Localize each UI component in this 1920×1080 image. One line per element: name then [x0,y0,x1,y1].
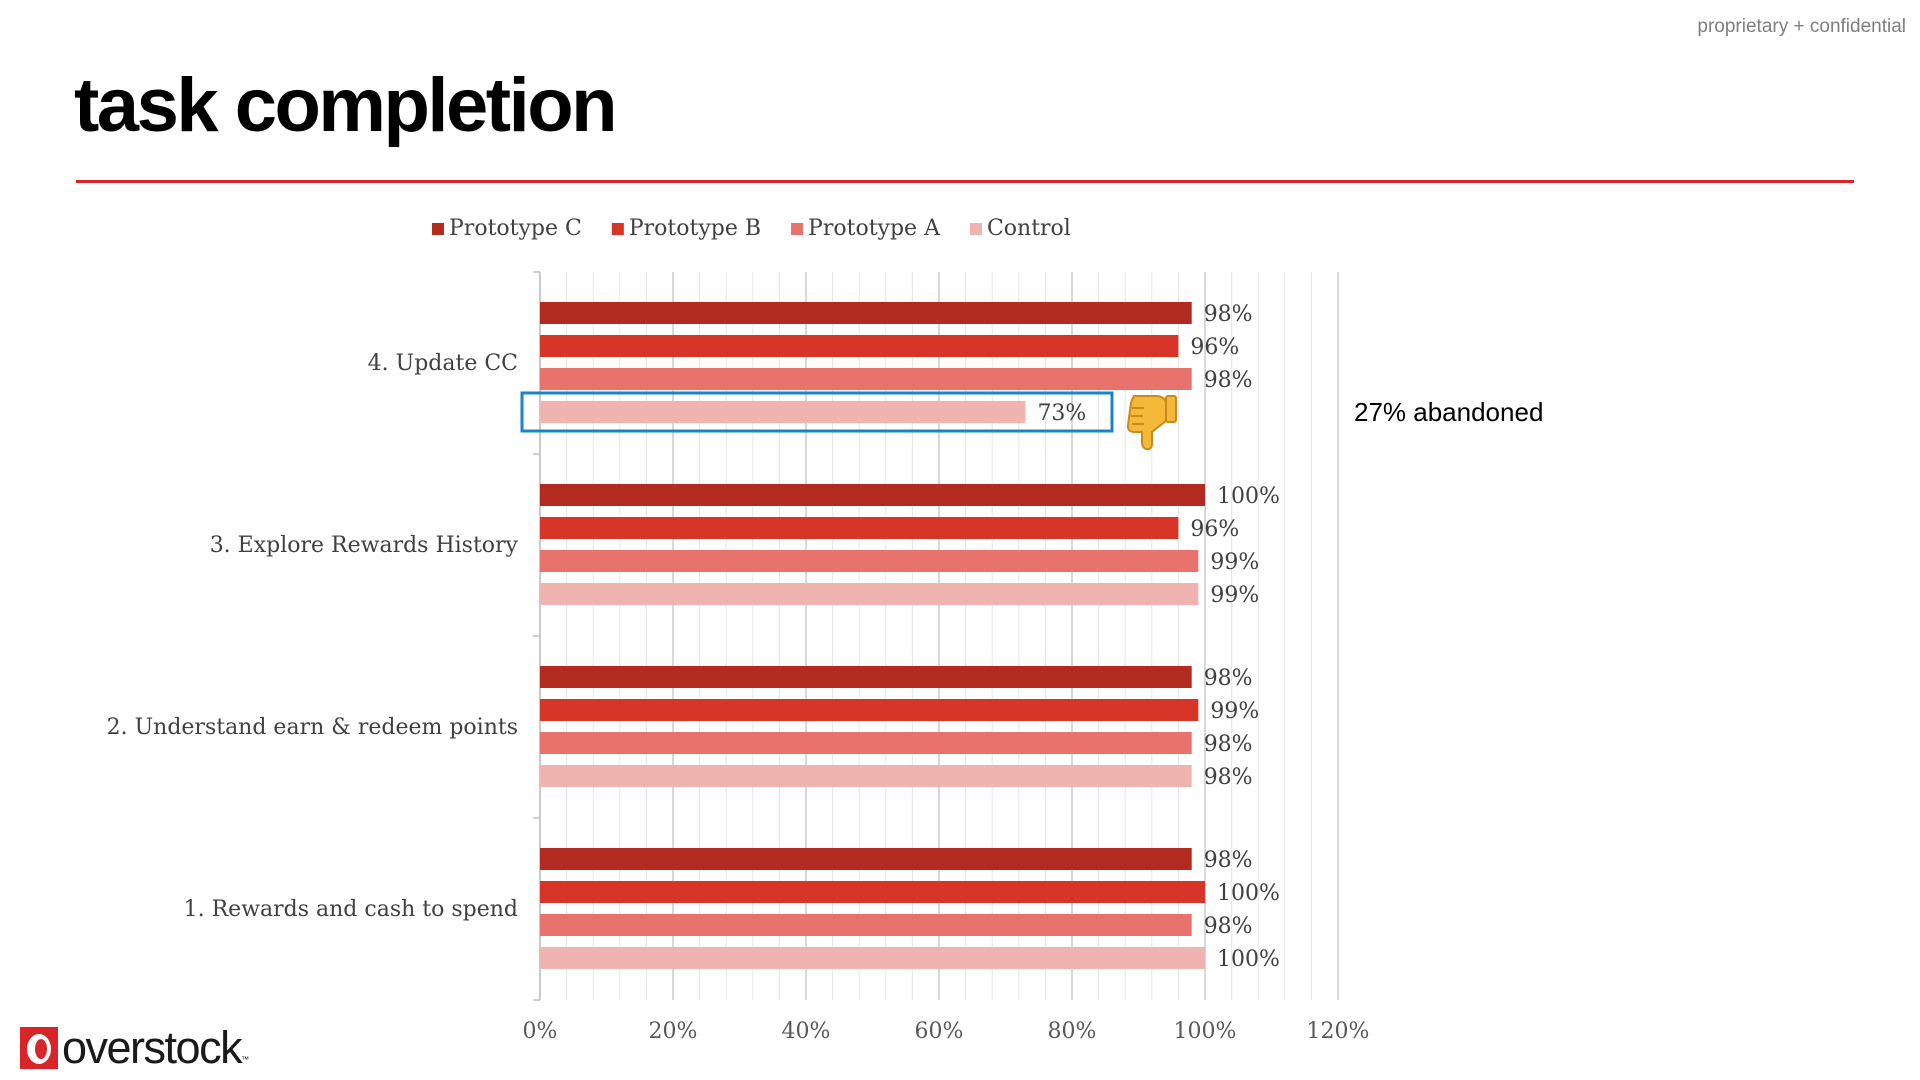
data-label: 98% [1204,914,1253,939]
bar [540,732,1192,754]
category-label: 2. Understand earn & redeem points [107,715,518,740]
data-label: 98% [1204,848,1253,873]
data-label: 98% [1204,368,1253,393]
logo-trademark: ™ [241,1055,250,1064]
x-tick-label: 100% [1174,1019,1237,1044]
data-label: 99% [1210,583,1259,608]
bar [540,484,1205,506]
highlight-box [520,391,1114,433]
data-label: 100% [1217,881,1280,906]
x-tick-label: 120% [1307,1019,1370,1044]
bar [540,401,1026,423]
bar [540,302,1192,324]
data-label: 98% [1204,732,1253,757]
bar [540,368,1192,390]
legend-swatch [432,223,444,235]
legend-label: Prototype A [808,216,941,241]
legend-swatch [791,223,804,235]
category-label: 1. Rewards and cash to spend [184,897,518,922]
data-label: 73% [1037,401,1086,426]
thumbs-down-icon [1126,395,1177,450]
logo-text: overstock [62,1022,243,1073]
bar [540,335,1179,357]
bar [540,914,1192,936]
overstock-logo: overstock ™ [20,1022,249,1074]
x-tick-label: 40% [782,1019,831,1044]
category-label: 3. Explore Rewards History [210,533,519,558]
x-tick-label: 20% [649,1019,698,1044]
bar [540,881,1205,903]
bar [540,848,1192,870]
x-tick-label: 80% [1048,1019,1097,1044]
bar [540,666,1192,688]
bar [540,765,1192,787]
data-label: 99% [1210,550,1259,575]
data-label: 100% [1217,484,1280,509]
confidential-label: proprietary + confidential [1697,16,1906,37]
bar [540,699,1199,721]
title-divider [76,180,1854,183]
bar [540,550,1199,572]
data-label: 96% [1190,335,1239,360]
legend-swatch [611,223,624,235]
abandoned-annotation: 27% abandoned [1354,397,1544,427]
page-title: task completion [74,63,618,148]
overstock-logo-icon [20,1027,58,1069]
x-tick-label: 0% [523,1019,558,1044]
data-label: 98% [1204,765,1253,790]
data-label: 96% [1190,517,1239,542]
data-label: 99% [1210,699,1259,724]
bar [540,583,1199,605]
data-label: 100% [1217,947,1280,972]
bar [540,517,1179,539]
legend-label: Prototype B [629,216,761,241]
category-label: 4. Update CC [368,351,518,376]
bar [540,947,1205,969]
legend-swatch [969,223,982,235]
legend-label: Prototype C [449,216,582,241]
data-label: 98% [1204,666,1253,691]
x-tick-label: 60% [915,1019,964,1044]
legend-label: Control [987,216,1071,241]
data-label: 98% [1204,302,1253,327]
